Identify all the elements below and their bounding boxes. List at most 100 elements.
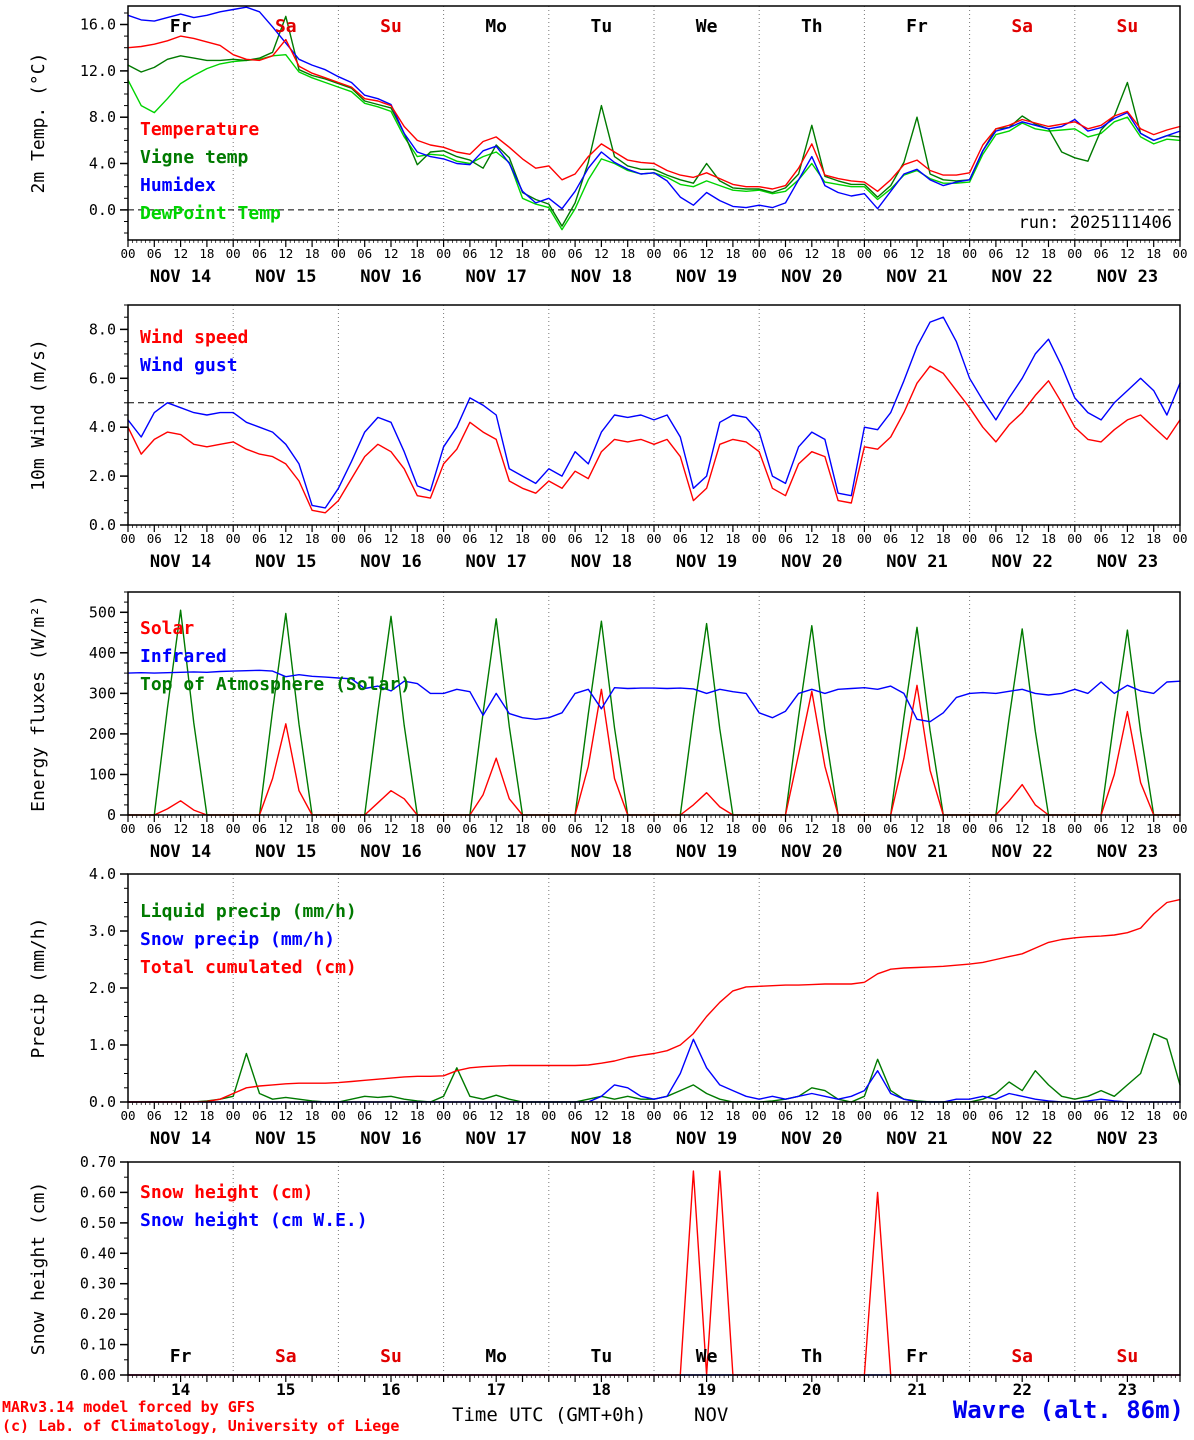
hour-tick-label: 06	[147, 821, 162, 836]
day-of-week-label: Sa	[1011, 1346, 1033, 1367]
y-tick-label: 16.0	[80, 16, 116, 34]
y-axis-title: Energy fluxes (W/m²)	[28, 595, 49, 812]
hour-tick-label: 12	[909, 246, 924, 261]
hour-tick-label: 06	[1094, 246, 1109, 261]
hour-tick-label: 00	[226, 821, 241, 836]
hour-tick-label: 00	[646, 531, 661, 546]
hour-tick-label: 18	[936, 821, 951, 836]
hour-tick-label: 06	[357, 246, 372, 261]
hour-tick-label: 12	[489, 821, 504, 836]
hour-tick-label: 18	[515, 1108, 530, 1123]
hour-tick-label: 00	[1172, 246, 1187, 261]
day-number-label: 21	[907, 1380, 926, 1399]
hour-tick-label: 06	[462, 531, 477, 546]
hour-tick-label: 12	[489, 1108, 504, 1123]
hour-tick-label: 12	[699, 531, 714, 546]
date-label: NOV 18	[571, 552, 632, 572]
hour-tick-label: 06	[357, 821, 372, 836]
hour-tick-label: 18	[725, 821, 740, 836]
y-tick-label: 500	[89, 603, 116, 621]
hour-tick-label: 18	[936, 246, 951, 261]
series-wind-speed	[127, 365, 1181, 514]
hour-tick-label: 18	[725, 1108, 740, 1123]
hour-tick-label: 06	[988, 821, 1003, 836]
legend-wind-speed: Wind speed	[140, 327, 248, 348]
day-of-week-label: Th	[801, 16, 823, 37]
day-gridlines	[232, 592, 1076, 815]
y-tick-label: 300	[89, 684, 116, 702]
legend-snow-height-cm-w-e: Snow height (cm W.E.)	[140, 1210, 368, 1231]
series-total-cumulated	[127, 898, 1181, 1103]
hour-tick-label: 06	[778, 821, 793, 836]
hour-tick-label: 12	[594, 531, 609, 546]
legend-dewpoint-temp: DewPoint Temp	[140, 203, 281, 224]
hour-tick-label: 00	[1067, 246, 1082, 261]
hour-tick-label: 18	[515, 246, 530, 261]
hour-tick-label: 12	[804, 246, 819, 261]
hour-tick-label: 00	[646, 821, 661, 836]
hour-tick-label: 00	[1172, 531, 1187, 546]
date-label: NOV 15	[255, 842, 316, 862]
hour-tick-label: 06	[568, 821, 583, 836]
day-number-label: 22	[1013, 1380, 1032, 1399]
y-tick-label: 0.50	[80, 1214, 116, 1232]
y-tick-label: 400	[89, 644, 116, 662]
plot-frame	[127, 591, 1181, 816]
hour-tick-label: 00	[120, 1108, 135, 1123]
hour-tick-label: 00	[962, 821, 977, 836]
y-axis: 0.0 4.0 8.0 12.0 16.0	[80, 12, 128, 234]
hour-tick-label: 12	[278, 246, 293, 261]
hour-tick-label: 12	[278, 531, 293, 546]
date-label: NOV 14	[150, 552, 211, 572]
day-number-label: 14	[171, 1380, 190, 1399]
series-wind-gust	[127, 316, 1181, 509]
hour-tick-label: 12	[594, 246, 609, 261]
date-label: NOV 23	[1097, 842, 1158, 862]
hour-tick-label: 06	[252, 531, 267, 546]
hour-tick-label: 12	[489, 246, 504, 261]
date-label: NOV 22	[991, 1129, 1052, 1149]
x-axis-title: Time UTC (GMT+0h)	[452, 1404, 647, 1426]
day-number-label: 17	[487, 1380, 506, 1399]
hour-tick-label: 12	[173, 1108, 188, 1123]
y-tick-label: 8.0	[89, 108, 116, 126]
date-label: NOV 15	[255, 267, 316, 287]
hour-tick-label: 18	[410, 1108, 425, 1123]
x-axis: 00 06 12 18 00 06 12 18 00 06 12 18 00 06 12 18 00 06 12 18…	[120, 240, 1188, 287]
date-label: NOV 19	[676, 1129, 737, 1149]
date-label: NOV 17	[465, 267, 526, 287]
panel-10m-wind: 0.02.04.06.08.000 06 12 18 00 06 12 18 00 06 12 18 0…	[28, 304, 1188, 572]
hour-tick-label: 18	[831, 246, 846, 261]
hour-tick-label: 00	[331, 246, 346, 261]
hour-tick-label: 18	[1041, 1108, 1056, 1123]
date-label: NOV 14	[150, 842, 211, 862]
hour-tick-label: 12	[804, 821, 819, 836]
date-label: NOV 16	[360, 552, 421, 572]
hour-tick-label: 06	[883, 246, 898, 261]
x-axis: 00 06 12 18 00 06 12 18 00 06 12 18 00 06 12 18 00 06 12 18…	[120, 815, 1188, 862]
hour-tick-label: 00	[120, 821, 135, 836]
x-axis: 00 06 12 18 00 06 12 18 00 06 12 18 00 06 12 18 00 06 12 18…	[120, 525, 1188, 572]
day-of-week-label: Mo	[485, 1346, 507, 1367]
date-label: NOV 15	[255, 552, 316, 572]
day-of-week-label: Sa	[275, 16, 297, 37]
panel-precip: 0.01.02.03.04.000 06 12 18 00 06 12 18 00 06 12 18 0…	[28, 865, 1188, 1149]
series-liquid-precip	[127, 1032, 1181, 1103]
hour-tick-label: 00	[752, 1108, 767, 1123]
legend-vigne-temp: Vigne temp	[140, 147, 249, 168]
hour-tick-label: 06	[673, 246, 688, 261]
hour-tick-label: 00	[331, 1108, 346, 1123]
day-of-week-label: Su	[1117, 16, 1139, 37]
hour-tick-label: 18	[199, 531, 214, 546]
hour-tick-label: 00	[857, 246, 872, 261]
hour-tick-label: 18	[1146, 1108, 1161, 1123]
date-label: NOV 19	[676, 842, 737, 862]
x-axis: 14 15 16 17 18 19 20 21 22 23	[127, 1375, 1181, 1399]
hour-tick-label: 12	[1120, 531, 1135, 546]
hour-tick-label: 18	[620, 531, 635, 546]
y-tick-label: 0.70	[80, 1153, 116, 1171]
legend-liquid-precip-mm-h: Liquid precip (mm/h)	[140, 901, 357, 922]
date-label: NOV 16	[360, 267, 421, 287]
y-tick-label: 0.10	[80, 1336, 116, 1354]
day-number-label: 15	[276, 1380, 295, 1399]
